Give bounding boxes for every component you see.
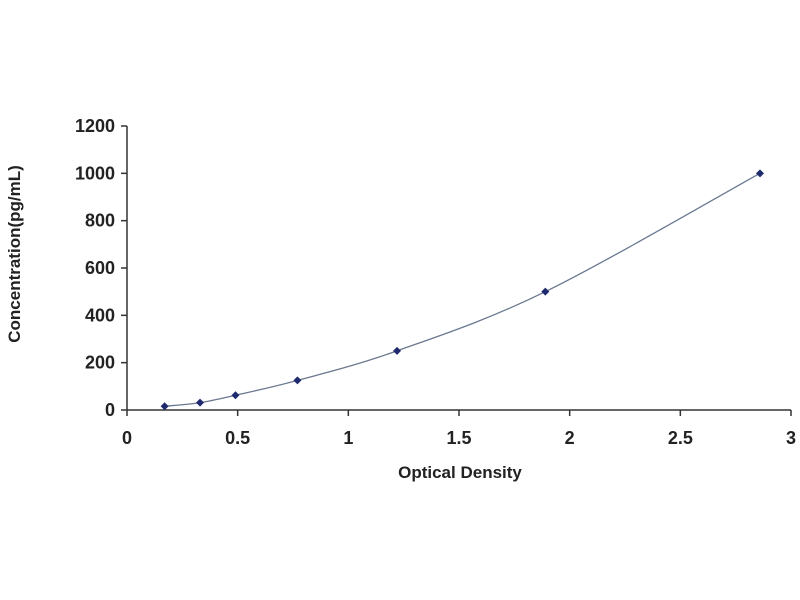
x-tick-label: 3	[786, 428, 796, 448]
fit-curve-line	[164, 172, 761, 407]
data-points-layer	[160, 169, 765, 411]
axes	[121, 125, 792, 416]
y-tick-label: 200	[85, 353, 115, 373]
y-tick-label: 800	[85, 211, 115, 231]
y-axis-title: Concentration(pg/mL)	[5, 165, 24, 343]
x-tick-label: 2.5	[668, 428, 693, 448]
x-tick-label: 2	[565, 428, 575, 448]
y-tick-label: 0	[105, 400, 115, 420]
fit-curve-layer	[164, 172, 761, 407]
x-axis-title: Optical Density	[398, 463, 522, 482]
data-point	[756, 169, 765, 178]
data-point	[541, 287, 550, 296]
x-tick-label: 1.5	[446, 428, 471, 448]
y-tick-labels: 0 200 400 600 800 1000 1200	[75, 116, 115, 420]
x-tick-labels: 0 0.5 1 1.5 2 2.5 3	[122, 428, 796, 448]
data-point	[231, 391, 240, 400]
y-tick-label: 600	[85, 258, 115, 278]
data-point	[196, 398, 205, 407]
y-tick-label: 1000	[75, 163, 115, 183]
data-point	[293, 376, 302, 385]
x-tick-label: 1	[343, 428, 353, 448]
data-point	[393, 346, 402, 355]
x-tick-label: 0.5	[225, 428, 250, 448]
data-point	[160, 402, 169, 411]
y-tick-label: 1200	[75, 116, 115, 136]
x-tick-label: 0	[122, 428, 132, 448]
y-tick-label: 400	[85, 305, 115, 325]
